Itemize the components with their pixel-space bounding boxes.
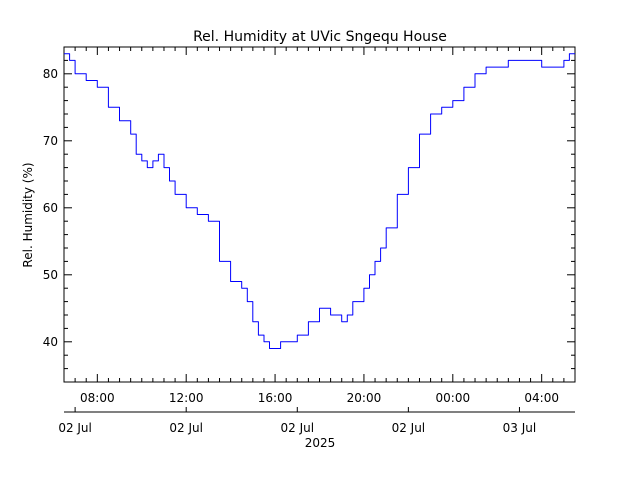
ticks-layer (63, 46, 576, 412)
x-date-label: 02 Jul (169, 421, 203, 435)
x-time-label: 12:00 (169, 391, 204, 405)
x-time-label: 04:00 (524, 391, 559, 405)
x-time-label: 00:00 (436, 391, 471, 405)
y-tick-label: 80 (43, 67, 58, 81)
series-line-humidity (64, 53, 575, 349)
y-tick-label: 40 (43, 335, 58, 349)
x-date-label: 03 Jul (503, 421, 537, 435)
y-axis-label: Rel. Humidity (%) (21, 162, 35, 267)
y-tick-label: 70 (43, 134, 58, 148)
x-date-label: 02 Jul (392, 421, 426, 435)
x-date-label: 02 Jul (281, 421, 315, 435)
x-date-label: 02 Jul (58, 421, 92, 435)
x-time-label: 08:00 (80, 391, 115, 405)
y-tick-label: 50 (43, 268, 58, 282)
x-time-label: 16:00 (258, 391, 293, 405)
y-tick-label: 60 (43, 201, 58, 215)
x-time-label: 20:00 (347, 391, 382, 405)
year-label: 2025 (305, 436, 336, 450)
chart-title: Rel. Humidity at UVic Sngequ House (193, 29, 447, 45)
plot-frame (63, 46, 576, 383)
labels-layer: 40 50 60 70 80 08:00 12:00 16:00 20:00 00:00 04:00… (43, 67, 559, 435)
